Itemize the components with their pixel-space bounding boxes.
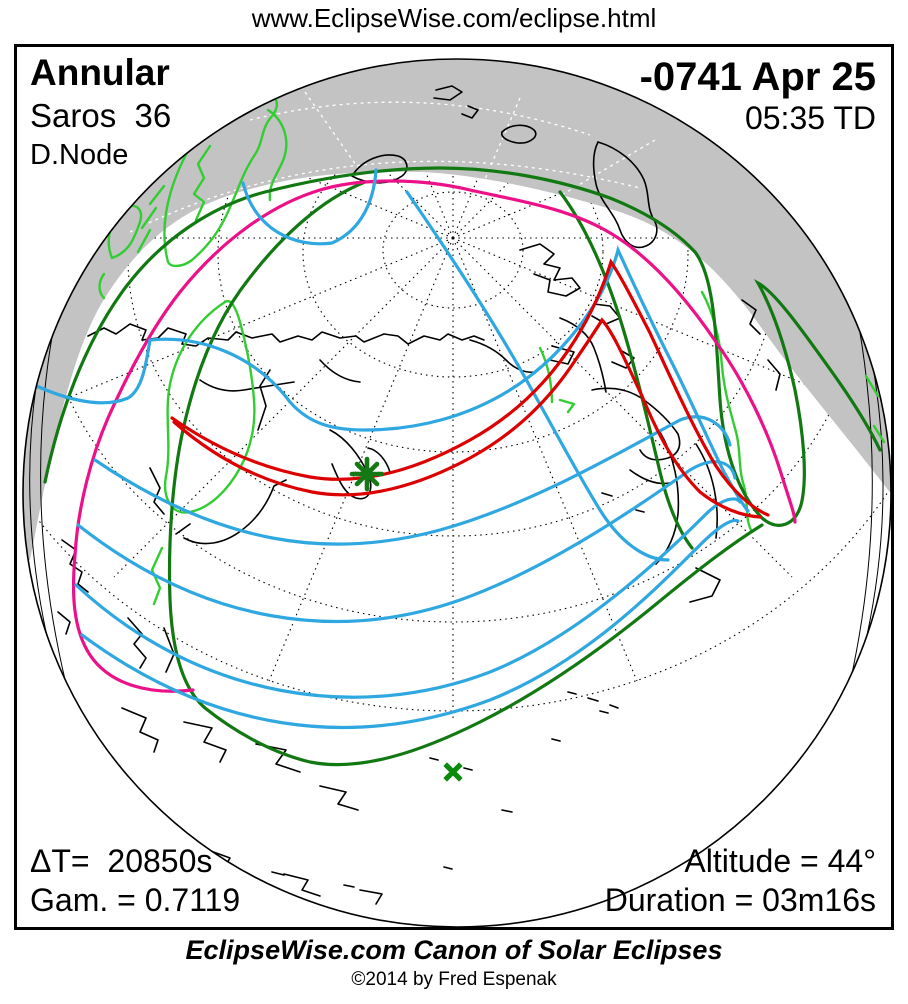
footer-title: EclipseWise.com Canon of Solar Eclipses [185, 935, 723, 965]
annular-path-north-limit [170, 258, 770, 517]
subsolar-point-marker [443, 762, 463, 782]
eclipse-type-label: Annular [30, 52, 170, 93]
coastlines-black [57, 85, 781, 905]
altitude-label: Altitude = 44° [684, 843, 876, 879]
greatest-eclipse-center-dot [361, 468, 373, 480]
magnitude-curves-blue [28, 168, 750, 730]
eclipse-globe-map [22, 58, 892, 928]
rise-set-curves-green [43, 166, 882, 767]
penumbra-limit-magenta [71, 179, 797, 693]
rise-set-curve-east-green [558, 190, 694, 550]
penumbra-north-limit-green [43, 166, 882, 527]
penumbra-south-sweep-green [167, 180, 764, 767]
saros-series-label: Saros 36 [30, 97, 172, 134]
page-url-text: www.EclipseWise.com/eclipse.html [251, 3, 657, 33]
gamma-label: Gam. = 0.7119 [30, 882, 241, 918]
annular-path-red [170, 258, 770, 519]
duration-label: Duration = 03m16s [604, 882, 876, 918]
annular-path-south-limit [172, 317, 762, 519]
night-shade-region [23, 59, 891, 560]
eclipse-date-label: -0741 Apr 25 [639, 55, 876, 99]
greatest-eclipse-marker [349, 456, 385, 492]
globe-disc [23, 59, 891, 927]
eclipse-time-label: 05:35 TD [744, 100, 876, 136]
node-label: D.Node [30, 139, 129, 171]
delta-t-label: ΔT= 20850s [30, 843, 213, 879]
footer-copyright: ©2014 by Fred Espenak [351, 969, 557, 990]
